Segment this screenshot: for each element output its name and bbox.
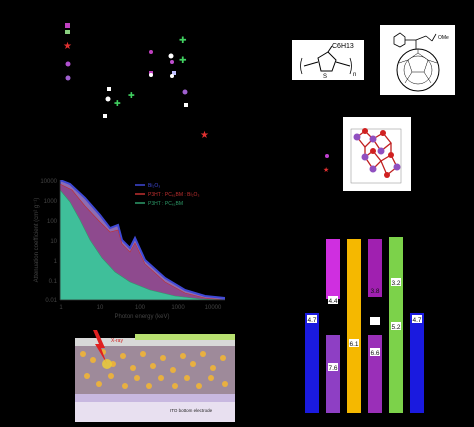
crystal-legend-markers: ★ <box>323 154 329 174</box>
energy-bar <box>347 239 361 413</box>
fullerene-icon: OMe <box>393 32 449 92</box>
bar-label: 5.2 <box>391 324 400 331</box>
marker <box>170 60 174 64</box>
bar-label: 6.1 <box>349 341 358 348</box>
y-tick: 10000 <box>40 179 57 185</box>
bar-label: 7.6 <box>328 365 337 372</box>
marker-star: ★ <box>63 41 72 52</box>
bar-label: 4.4 <box>328 298 337 305</box>
legend-item: Bi₂O₃ <box>148 183 160 189</box>
device-layers: X-ray ITO bottom electrode <box>75 330 235 422</box>
marker <box>105 96 111 102</box>
attenuation-chart: 10000 1000 100 10 1 0.1 0.01 1 10 100 10… <box>30 170 230 320</box>
x-tick: 1 <box>59 305 63 311</box>
marker-plus: ✚ <box>179 35 187 45</box>
marker-plus: ✚ <box>114 99 121 108</box>
y-tick: 10 <box>50 239 57 245</box>
bar-label: 4.7 <box>307 317 316 324</box>
x-axis-label: Photon energy (keV) <box>114 314 169 320</box>
nanoparticles <box>80 349 228 389</box>
scatter-markers: ★ ✚ ✚ ✚ ✚ ★ <box>63 23 209 141</box>
marker-plus: ✚ <box>128 91 135 100</box>
y-tick: 100 <box>47 219 58 225</box>
marker <box>184 103 188 107</box>
energy-bar <box>368 335 382 413</box>
marker <box>149 73 153 77</box>
x-tick: 10 <box>97 305 104 311</box>
energy-bar <box>305 313 319 413</box>
energy-bar <box>368 239 382 297</box>
legend-item: P3HT : PC₆₁BM <box>148 201 183 207</box>
marker-star: ★ <box>200 130 209 141</box>
marker-scatter: ★ ✚ ✚ ✚ ✚ ★ <box>63 23 209 141</box>
marker-plus: ✚ <box>179 55 187 65</box>
marker <box>65 61 71 67</box>
marker <box>65 30 70 34</box>
area-base <box>60 189 225 300</box>
x-tick: 10000 <box>205 305 222 311</box>
pcbm-structure: OMe <box>380 25 455 95</box>
marker <box>182 89 188 95</box>
energy-bar <box>410 313 424 413</box>
energy-bar <box>326 335 340 413</box>
xray-arrow <box>93 330 107 364</box>
marker <box>149 50 153 54</box>
side-chain-label: C6H13 <box>332 43 354 50</box>
y-tick: 0.01 <box>45 298 57 304</box>
chart-legend: Bi₂O₃ P3HT : PC₆₁BM : Bi₂O₃ P3HT : PC₆₁B… <box>135 183 200 207</box>
y-tick: 0.1 <box>49 279 58 285</box>
repeat-label: n <box>353 72 356 78</box>
marker <box>172 71 176 75</box>
bar-label: 6.6 <box>370 350 379 357</box>
energy-level-diagram: 4.7 4.4 7.6 6.1 3.8 6.6 3.2 5.2 4.7 <box>305 237 424 413</box>
xray-label: X-ray <box>111 338 123 344</box>
bi2o3-crystal <box>343 117 411 191</box>
device-schematic: X-ray ITO bottom electrode <box>75 330 235 422</box>
x-tick: 100 <box>135 305 146 311</box>
p3ht-ring-icon: C6H13 S n <box>300 43 356 80</box>
bar-label: 3.2 <box>391 280 400 287</box>
marker <box>107 87 111 91</box>
bar-label: 3.8 <box>370 288 379 295</box>
x-tick: 1000 <box>171 305 185 311</box>
electrode-label: ITO bottom electrode <box>170 408 213 413</box>
attenuation-plot: 10000 1000 100 10 1 0.1 0.01 1 10 100 10… <box>34 179 225 320</box>
marker <box>65 75 71 81</box>
y-tick: 1000 <box>44 199 58 205</box>
crystal-lattice-icon <box>350 128 402 184</box>
marker <box>65 23 70 28</box>
y-axis-label: Attenuation coefficient (cm² g⁻¹) <box>34 198 40 283</box>
marker <box>325 154 329 158</box>
marker <box>170 74 174 78</box>
marker <box>103 114 107 118</box>
energy-bar <box>326 239 340 299</box>
marker <box>168 53 174 59</box>
bar-label: 4.7 <box>412 317 421 324</box>
marker-star: ★ <box>323 166 329 174</box>
y-tick: 1 <box>54 259 58 265</box>
legend-item: P3HT : PC₆₁BM : Bi₂O₃ <box>148 192 200 198</box>
sulfur-label: S <box>323 74 327 80</box>
ester-label: OMe <box>438 35 449 41</box>
p3ht-structure: C6H13 S n <box>292 40 364 80</box>
